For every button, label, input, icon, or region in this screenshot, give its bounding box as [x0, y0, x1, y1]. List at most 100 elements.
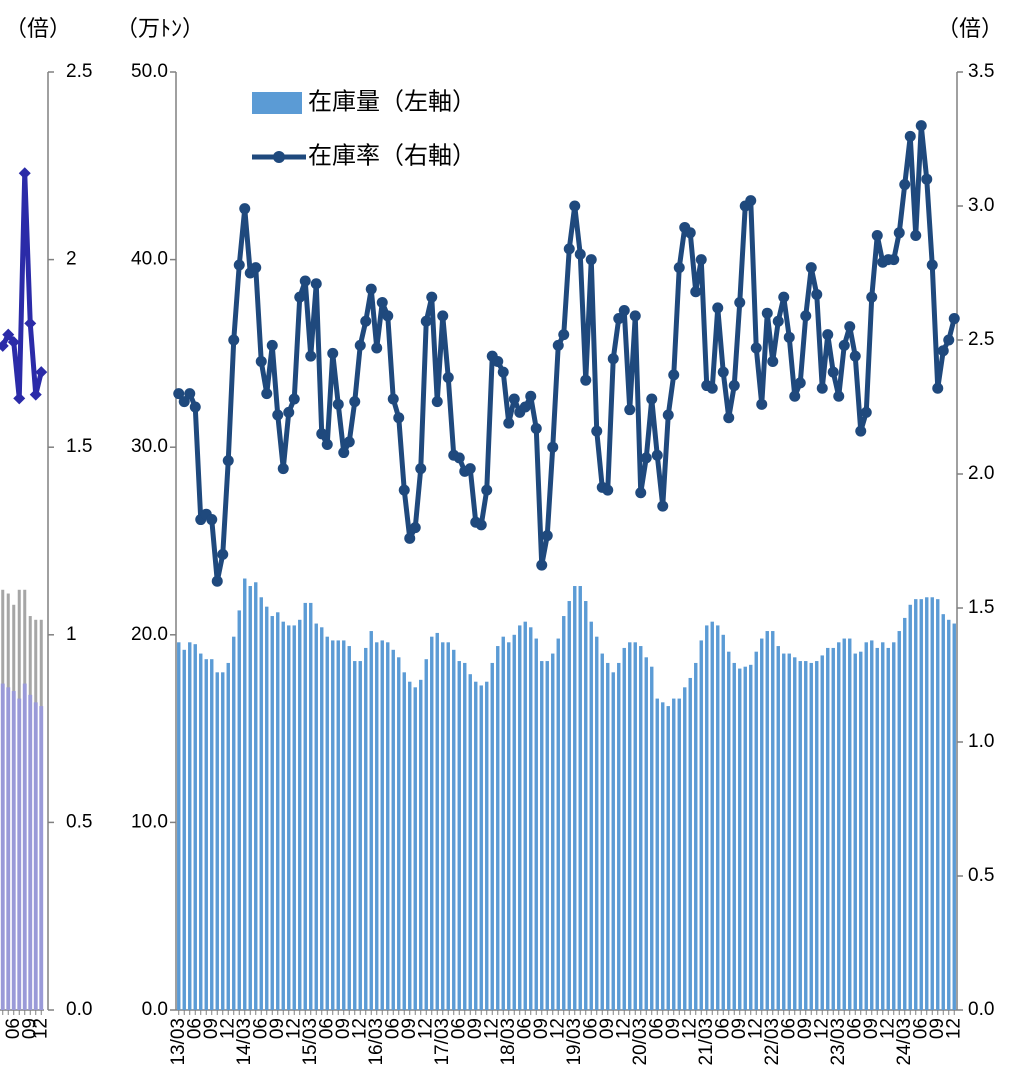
marker — [173, 388, 185, 400]
bar — [875, 647, 879, 1010]
bar — [820, 655, 824, 1010]
bar — [474, 681, 478, 1010]
bar — [947, 619, 951, 1010]
marker — [921, 173, 933, 185]
bar — [303, 602, 307, 1010]
bar — [204, 659, 208, 1010]
bar — [446, 642, 450, 1010]
marker — [189, 401, 201, 413]
marker — [728, 380, 740, 392]
bar — [853, 653, 857, 1010]
marker — [206, 514, 218, 526]
bar — [941, 614, 945, 1010]
x-tick-label: 09 — [597, 1018, 618, 1039]
bar — [463, 662, 467, 1010]
marker — [750, 342, 762, 354]
bar — [243, 578, 247, 1010]
bar — [512, 634, 516, 1010]
bar — [457, 661, 461, 1010]
bar — [595, 636, 599, 1010]
bar — [298, 619, 302, 1010]
bar — [661, 702, 665, 1010]
marker — [354, 339, 366, 351]
x-tick-label: 12 — [679, 1018, 700, 1039]
bar — [259, 597, 263, 1010]
bar — [925, 597, 929, 1010]
x-tick-label: 24/03 — [894, 1018, 915, 1066]
bar — [639, 646, 643, 1010]
marker — [888, 254, 900, 266]
bar — [556, 638, 560, 1010]
x-tick-label: 09 — [19, 1018, 40, 1039]
x-tick-label: 09 — [333, 1018, 354, 1039]
marker — [690, 286, 702, 298]
bar — [281, 621, 285, 1010]
marker — [646, 393, 658, 405]
marker — [453, 452, 465, 464]
tick-label: 2.5 — [968, 329, 994, 350]
bar — [22, 683, 27, 1010]
bar — [408, 681, 412, 1010]
marker — [404, 532, 416, 544]
bar — [694, 662, 698, 1010]
marker — [272, 409, 284, 421]
bar — [677, 698, 681, 1010]
marker — [822, 329, 834, 341]
x-tick-label: 06 — [250, 1018, 271, 1039]
bar — [815, 661, 819, 1010]
bar — [177, 642, 181, 1010]
marker — [541, 530, 553, 542]
bar — [749, 664, 753, 1010]
tick-label: 0.0 — [142, 999, 168, 1020]
bar — [424, 659, 428, 1010]
marker — [316, 428, 328, 440]
bar — [776, 646, 780, 1010]
bar — [292, 625, 296, 1010]
marker — [640, 452, 652, 464]
marker — [0, 339, 9, 352]
marker — [426, 291, 438, 303]
marker — [387, 393, 399, 405]
tick-label: 0.5 — [66, 811, 92, 832]
x-tick-label: 09 — [531, 1018, 552, 1039]
x-tick-label: 15/03 — [300, 1018, 321, 1066]
marker — [266, 339, 278, 351]
tick-label: 50.0 — [131, 61, 168, 82]
bar — [760, 638, 764, 1010]
x-tick-label: 09 — [465, 1018, 486, 1039]
bar — [342, 640, 346, 1010]
marker — [503, 417, 515, 429]
bar — [452, 649, 456, 1010]
marker — [932, 382, 944, 394]
bar — [276, 612, 280, 1010]
bar — [391, 649, 395, 1010]
tick-label: 0.5 — [968, 865, 994, 886]
marker — [695, 254, 707, 266]
tick-label: 40.0 — [131, 249, 168, 270]
marker — [382, 310, 394, 322]
bar — [33, 702, 38, 1010]
marker — [497, 366, 509, 378]
bar — [633, 642, 637, 1010]
marker — [860, 406, 872, 418]
marker — [937, 345, 949, 357]
axis-unit: （倍） — [5, 16, 71, 41]
marker — [756, 398, 768, 410]
bar — [314, 623, 318, 1010]
bar — [468, 674, 472, 1010]
tick-label: 1.0 — [968, 731, 994, 752]
x-tick-label: 16/03 — [366, 1018, 387, 1066]
bar — [430, 636, 434, 1010]
bar — [705, 625, 709, 1010]
marker — [255, 355, 267, 367]
marker — [607, 353, 619, 365]
bar — [375, 642, 379, 1010]
bar — [743, 666, 747, 1010]
marker — [899, 179, 911, 191]
marker — [761, 307, 773, 319]
bar — [551, 653, 555, 1010]
bar — [738, 668, 742, 1010]
tick-label: 10.0 — [131, 811, 168, 832]
tick-label: 2 — [66, 249, 77, 270]
bar — [903, 617, 907, 1010]
